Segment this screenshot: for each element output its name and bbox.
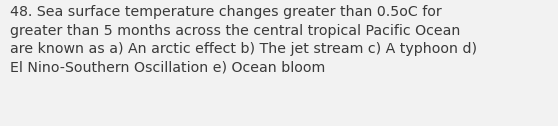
Text: 48. Sea surface temperature changes greater than 0.5oC for
greater than 5 months: 48. Sea surface temperature changes grea… (10, 5, 477, 75)
